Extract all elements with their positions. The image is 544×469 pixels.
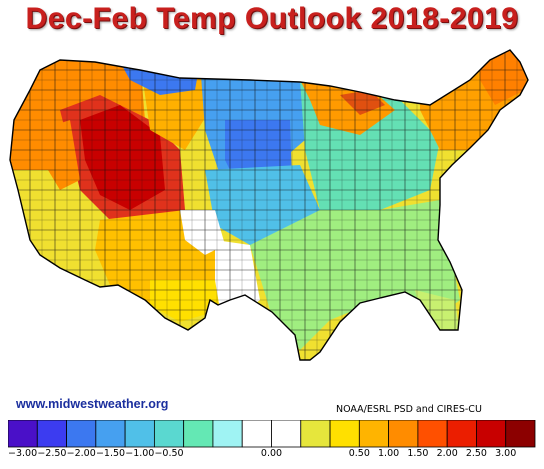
map-title: Dec-Feb Temp Outlook 2018-2019: [25, 2, 519, 35]
legend-swatch: [300, 420, 331, 448]
region-arizona-yellow: [150, 280, 220, 322]
legend-swatch: [66, 420, 97, 448]
region-texas-west: [215, 240, 260, 315]
legend-swatch: [124, 420, 155, 448]
color-legend: [8, 420, 536, 448]
legend-swatch: [505, 420, 536, 448]
region-florida: [415, 290, 460, 335]
legend-label: −1.50: [95, 448, 126, 459]
legend-swatch: [212, 420, 243, 448]
legend-label: −3.00: [8, 448, 38, 459]
legend-swatch: [8, 420, 38, 448]
legend-swatch: [446, 420, 477, 448]
region-great-basin-core: [80, 105, 165, 210]
legend-label: 0.50: [348, 448, 370, 459]
legend-label: 0.00: [260, 448, 283, 459]
legend-label: −2.00: [66, 448, 96, 459]
region-west-texas-white: [180, 210, 225, 255]
legend-label: 1.00: [378, 448, 400, 459]
region-michigan: [340, 90, 385, 115]
legend-swatch: [358, 420, 390, 448]
legend-swatch: [183, 420, 214, 448]
us-temperature-map: [9, 49, 529, 361]
legend-swatch: [271, 420, 302, 448]
legend-swatch: [241, 420, 272, 448]
legend-label: −1.00: [125, 448, 155, 459]
legend-swatch: [36, 420, 67, 448]
region-nevada-west: [40, 120, 80, 190]
legend-swatch: [329, 420, 360, 448]
website-link[interactable]: www.midwestweather.org: [16, 397, 169, 411]
legend-swatch: [95, 420, 126, 448]
legend-labels: −3.00 −2.50 −2.00 −1.50 −1.00 −0.50 0.00 0.50 1.…: [0, 448, 544, 464]
legend-swatch: [476, 420, 507, 448]
legend-label: 2.00: [436, 448, 458, 459]
us-outline: [9, 49, 529, 361]
legend-label: 2.50: [465, 448, 487, 459]
legend-swatch: [417, 420, 448, 448]
legend-label: −0.50: [154, 448, 184, 459]
legend-label: −2.50: [37, 448, 67, 459]
data-credit: NOAA/ESRL PSD and CIRES-CU: [336, 404, 482, 415]
legend-swatch: [153, 420, 185, 448]
legend-label: 3.00: [495, 448, 517, 459]
legend-swatch: [388, 420, 419, 448]
legend-label: 1.50: [407, 448, 429, 459]
